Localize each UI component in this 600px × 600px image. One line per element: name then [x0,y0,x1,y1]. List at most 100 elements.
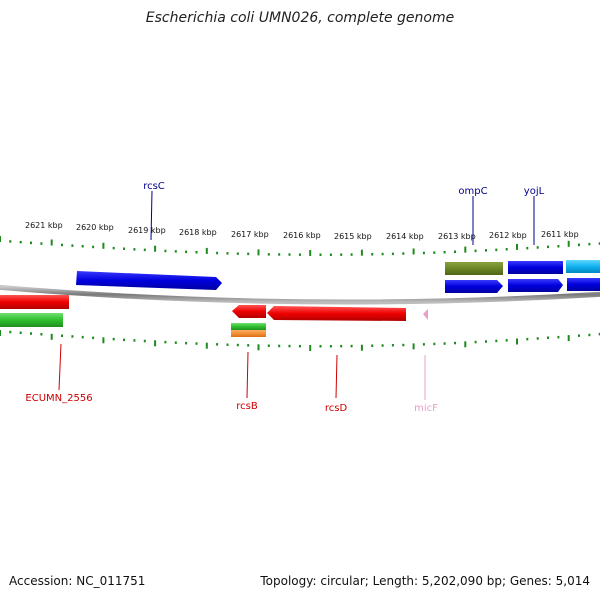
gene-yojL-arrow[interactable] [508,279,563,292]
forward-features [76,260,600,293]
page-title: Escherichia coli UMN026, complete genome [145,10,455,26]
scale-tick-minor [547,336,549,339]
genome-summary-text: Topology: circular; Length: 5,202,090 bp… [260,574,590,588]
scale-tick-minor [474,340,477,344]
scale-tick-minor [391,252,394,256]
gene-label-rcsC[interactable]: rcsC [143,181,165,192]
scale-tick-minor [578,243,580,247]
rna-micF-arrow[interactable] [423,309,428,320]
scale-tick-minor [505,248,508,251]
scale-tick-minor [485,249,487,252]
gene-label-yojL[interactable]: yojL [524,186,545,197]
scale-tick-minor [598,332,600,336]
gene-label-rcsB[interactable]: rcsB [236,401,258,412]
scale-tick-minor [174,250,177,253]
scale-tick-major [464,246,467,253]
scale-tick-minor [267,253,270,256]
scale-label: 2617 kbp [231,230,269,239]
scale-tick-minor [71,244,74,247]
scale-tick-minor [247,252,250,256]
scale-tick-major [464,341,467,348]
scale-tick-minor [226,343,229,346]
scale-label: 2618 kbp [179,228,217,237]
gene-ompC-block[interactable] [445,262,503,275]
scale-tick-minor [143,248,146,252]
scale-tick-major [567,335,570,342]
gene-ompC-arrow[interactable] [445,280,503,293]
scale-tick-minor [319,345,322,348]
scale-tick-minor [226,252,229,255]
leader-rcsD [335,354,338,399]
scale-tick-minor [298,344,301,348]
scale-tick-major [412,343,415,350]
gene-cyan-block[interactable] [566,260,600,273]
scale-tick-minor [123,338,126,342]
scale-tick-minor [371,344,374,347]
gene-rcsD-arrow[interactable] [267,306,406,321]
scale-tick-minor [598,242,600,245]
scale-label: 2615 kbp [334,232,372,241]
scale-label: 2616 kbp [283,231,321,240]
scale-tick-minor [391,344,394,347]
scale-tick-minor [9,330,12,334]
scale-tick-minor [40,242,43,245]
scale-tick-minor [474,249,477,253]
gene-label-micF[interactable]: micF [414,403,438,414]
scale-tick-minor [485,340,487,343]
scale-tick-minor [433,342,436,346]
scale-tick-major [102,337,105,344]
gene-rcsB-arrow[interactable] [232,305,266,318]
scale-label: 2613 kbp [438,232,476,241]
scale-tick-minor [288,344,291,348]
scale-tick-minor [557,245,560,248]
gene-rcsB-green[interactable] [231,323,266,330]
scale-tick-minor [216,251,219,255]
scale-tick-minor [164,249,167,253]
scale-tick-minor [402,343,405,347]
scale-tick-minor [92,336,95,340]
scale-tick-minor [443,251,446,254]
scale-tick-major [309,250,312,256]
gene-blue-block-right[interactable] [567,278,600,291]
gene-yojL-block[interactable] [508,261,563,274]
gene-label-rcsD[interactable]: rcsD [325,403,348,414]
scale-tick-minor [381,252,384,256]
scale-tick-minor [143,339,146,343]
genome-backbone [0,284,600,305]
leader-ECUMN_2556 [58,343,62,391]
scale-tick-major [360,344,363,351]
scale-tick-minor [174,341,177,344]
scale-tick-minor [133,248,136,251]
scale-tick-minor [19,240,22,244]
scale-tick-minor [288,253,291,256]
scale-tick-minor [267,344,270,347]
scale-tick-minor [350,344,353,348]
scale-tick-minor [329,253,332,256]
scale-tick-major [154,340,157,347]
scale-tick-minor [588,333,591,337]
gene-label-ompC[interactable]: ompC [458,186,487,197]
gene-label-ECUMN_2556[interactable]: ECUMN_2556 [25,393,92,404]
gene-ECUMN_2556-green[interactable] [0,313,63,327]
scale-tick-minor [557,335,560,339]
scale-tick-minor [216,343,219,346]
reverse-features [0,295,428,337]
scale-tick-minor [133,339,136,342]
gene-rcsB-orange[interactable] [231,330,266,337]
scale-label: 2614 kbp [386,232,424,241]
scale-tick-minor [319,253,322,256]
scale-tick-minor [30,241,32,245]
scale-tick-minor [112,246,115,250]
scale-tick-major [102,242,105,249]
leader-lines [58,190,535,400]
scale-label: 2612 kbp [489,231,527,240]
scale-label: 2619 kbp [128,226,166,235]
gene-rcsC-arrow[interactable] [76,271,222,290]
scale-tick-minor [61,243,63,247]
scale-tick-minor [81,335,84,339]
scale-tick-minor [195,251,198,254]
scale-tick-minor [298,253,301,256]
scale-tick-major [567,240,570,247]
gene-labels: rcsC ompC yojL ECUMN_2556 rcsB rcsD micF [25,181,544,414]
gene-ECUMN_2556-red[interactable] [0,295,69,309]
